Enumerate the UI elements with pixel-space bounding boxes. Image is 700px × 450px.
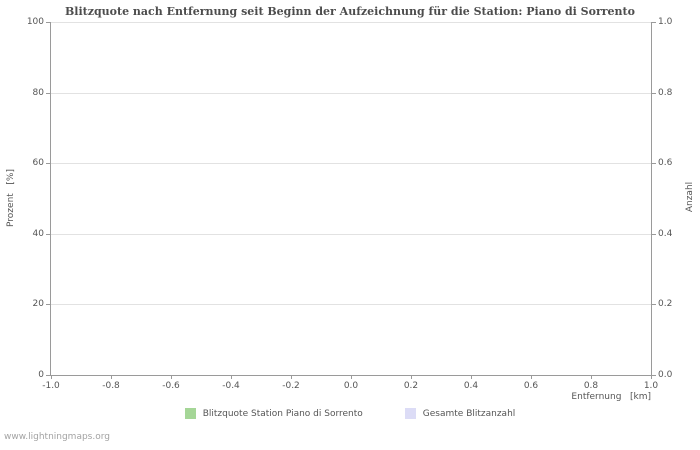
- legend-item-gesamte-blitzanzahl: Gesamte Blitzanzahl: [404, 408, 516, 419]
- x-tick-label: 0.4: [463, 381, 479, 391]
- x-tick: [531, 375, 532, 379]
- x-tick: [411, 375, 412, 379]
- gridline: [51, 22, 651, 23]
- legend-item-blitzquote: Blitzquote Station Piano di Sorrento: [184, 408, 363, 419]
- y-left-tick: [46, 233, 51, 235]
- y-left-tick: [46, 375, 51, 376]
- x-tick: [51, 375, 52, 379]
- y-axis-title-right: Anzahl: [685, 181, 695, 213]
- y-left-tick: [46, 304, 51, 306]
- y-right-tick-label: 0.6: [658, 158, 673, 169]
- x-tick-label: 1.0: [643, 381, 659, 391]
- chart-title: Blitzquote nach Entfernung seit Beginn d…: [65, 5, 635, 18]
- legend: Blitzquote Station Piano di Sorrento Ges…: [0, 408, 700, 419]
- y-right-tick: [651, 375, 656, 376]
- x-tick-label: -1.0: [42, 381, 60, 391]
- x-tick: [171, 375, 172, 379]
- x-tick: [471, 375, 472, 379]
- y-right-tick: [651, 22, 656, 23]
- y-right-tick: [651, 233, 656, 235]
- y-left-tick-label: 20: [32, 299, 44, 310]
- y-right-tick-label: 1.0: [658, 17, 673, 27]
- y-right-tick: [651, 163, 656, 165]
- x-tick: [591, 375, 592, 379]
- x-tick-label: -0.8: [102, 381, 120, 391]
- watermark: www.lightningmaps.org: [4, 432, 110, 442]
- y-right-tick-label: 0.4: [658, 228, 673, 239]
- y-left-tick: [46, 92, 51, 94]
- gridline: [51, 163, 651, 165]
- y-left-tick-label: 80: [32, 87, 44, 98]
- x-tick: [291, 375, 292, 379]
- x-tick: [231, 375, 232, 379]
- x-tick-label: -0.2: [282, 381, 300, 391]
- x-tick-label: -0.6: [162, 381, 180, 391]
- x-tick: [111, 375, 112, 379]
- y-left-tick: [46, 22, 51, 23]
- y-left-tick-label: 40: [32, 228, 44, 239]
- y-right-tick: [651, 92, 656, 94]
- y-axis-title-left: Prozent [%]: [6, 169, 16, 227]
- x-axis-title: Entfernung [km]: [571, 392, 651, 402]
- x-tick-label: 0.0: [343, 381, 359, 391]
- gridline: [51, 92, 651, 94]
- y-right-tick-label: 0.2: [658, 299, 673, 310]
- x-tick: [651, 375, 652, 379]
- x-tick-label: 0.6: [523, 381, 539, 391]
- legend-label-blitzquote: Blitzquote Station Piano di Sorrento: [202, 408, 363, 419]
- y-left-tick: [46, 163, 51, 165]
- y-left-tick-label: 0: [38, 370, 44, 380]
- x-tick-label: 0.2: [403, 381, 419, 391]
- y-right-tick: [651, 304, 656, 306]
- gridline: [51, 233, 651, 235]
- legend-swatch-gesamte-blitzanzahl: [404, 408, 416, 419]
- gridline: [51, 304, 651, 306]
- legend-swatch-blitzquote: [184, 408, 196, 419]
- x-tick-label: -0.4: [222, 381, 240, 391]
- x-tick-label: 0.8: [583, 381, 599, 391]
- y-left-tick-label: 100: [26, 17, 44, 27]
- x-tick: [351, 375, 352, 379]
- legend-label-gesamte-blitzanzahl: Gesamte Blitzanzahl: [422, 408, 516, 419]
- plot-area: Entfernung [km] 0 20 40 60 80 100 0.0 0.2 0.4 0.6…: [27, 17, 673, 402]
- y-right-tick-label: 0.8: [658, 87, 673, 98]
- y-right-tick-label: 0.0: [658, 370, 673, 380]
- y-left-tick-label: 60: [32, 158, 44, 169]
